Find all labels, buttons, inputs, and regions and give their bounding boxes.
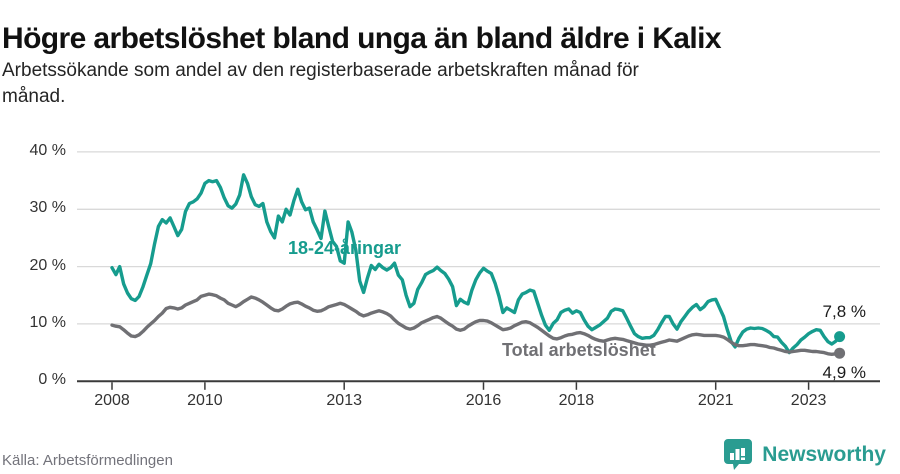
x-axis-tick-label: 2023 — [790, 392, 827, 409]
x-axis-tick-label: 2008 — [94, 392, 130, 409]
end-value-label-youth: 7,8 % — [822, 302, 866, 321]
x-axis-tick-label: 2016 — [465, 392, 502, 409]
series-label-total: Total arbetslöshet — [502, 340, 656, 360]
x-axis-tick-label: 2013 — [326, 392, 362, 409]
newsworthy-bubble-chart-icon — [724, 439, 753, 470]
page-title: Högre arbetslöshet bland unga än bland ä… — [2, 22, 722, 56]
y-axis-tick-label: 0 % — [38, 371, 66, 389]
source-attribution: Källa: Arbetsförmedlingen — [2, 452, 173, 469]
y-axis-tick-label: 30 % — [29, 199, 66, 217]
series-label-youth: 18-24-åringar — [288, 238, 402, 258]
series-line-0 — [110, 173, 842, 355]
series-end-dot-0 — [834, 331, 846, 343]
y-axis-tick-label: 20 % — [29, 256, 66, 274]
newsworthy-logo[interactable]: Newsworthy — [723, 438, 886, 471]
x-axis-tick-label: 2010 — [187, 392, 223, 409]
chart-subtitle: Arbetssökande som andel av den registerb… — [2, 60, 639, 107]
x-axis-tick-label: 2021 — [697, 392, 734, 409]
newsworthy-logo-text: Newsworthy — [762, 442, 886, 466]
end-value-label-total: 4,9 % — [822, 363, 866, 382]
y-axis-tick-label: 40 % — [29, 141, 66, 159]
series-line-1 — [110, 292, 842, 356]
y-axis-tick-label: 10 % — [29, 313, 66, 331]
x-axis-tick-label: 2018 — [558, 392, 595, 409]
series-end-dot-1 — [834, 347, 846, 359]
